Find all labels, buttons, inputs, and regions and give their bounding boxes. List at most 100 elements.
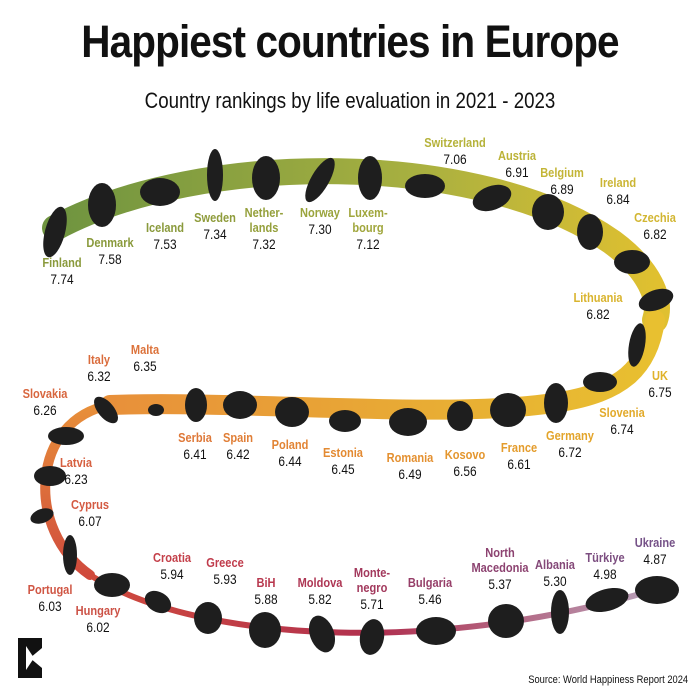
country-score: 6.23 bbox=[64, 471, 88, 487]
country-name: Serbia bbox=[178, 430, 212, 445]
country-silhouette-4 bbox=[207, 149, 223, 201]
country-label: Albania 5.30 bbox=[532, 557, 579, 589]
country-name: Austria bbox=[497, 148, 537, 163]
country-name: Italy bbox=[87, 352, 111, 367]
country-name: Sweden bbox=[194, 210, 236, 225]
country-label: Switzerland 7.06 bbox=[419, 135, 491, 167]
country-label: Ukraine 4.87 bbox=[631, 535, 679, 567]
country-score: 6.61 bbox=[507, 456, 531, 472]
country-label: Sweden 7.34 bbox=[190, 210, 239, 242]
country-label: Poland 6.44 bbox=[268, 437, 311, 469]
country-silhouette-40 bbox=[635, 576, 679, 604]
country-label: Lithuania 6.82 bbox=[569, 290, 627, 322]
country-score: 5.82 bbox=[308, 591, 332, 607]
country-name: Kosovo bbox=[444, 447, 486, 462]
country-score: 5.37 bbox=[488, 576, 512, 592]
country-silhouette-3 bbox=[140, 178, 180, 206]
chart-subtitle: Country rankings by life evaluation in 2… bbox=[144, 88, 556, 113]
country-silhouette-19 bbox=[389, 408, 427, 436]
country-silhouette-39 bbox=[585, 587, 629, 613]
country-label: Spain 6.42 bbox=[220, 430, 255, 462]
country-label: BiH 5.88 bbox=[252, 575, 279, 607]
country-label: Serbia 6.41 bbox=[175, 430, 215, 462]
country-label: Iceland 7.53 bbox=[143, 220, 188, 252]
country-silhouette-38 bbox=[551, 590, 569, 634]
country-name: France bbox=[500, 440, 538, 455]
country-silhouette-15 bbox=[583, 372, 617, 392]
country-label: Ireland 6.84 bbox=[597, 175, 640, 207]
country-label: Latvia 6.23 bbox=[57, 455, 95, 487]
country-score: 6.07 bbox=[78, 513, 102, 529]
country-name: Moldova bbox=[297, 575, 343, 590]
country-label: Belgium 6.89 bbox=[536, 165, 587, 197]
country-name: Ukraine bbox=[634, 535, 676, 550]
country-silhouette-23 bbox=[185, 388, 207, 422]
country-silhouette-9 bbox=[472, 184, 512, 212]
country-score: 6.03 bbox=[38, 598, 62, 614]
country-score: 6.35 bbox=[133, 358, 157, 374]
country-score: 4.87 bbox=[643, 551, 667, 567]
country-silhouette-20 bbox=[329, 410, 361, 432]
country-name: Poland bbox=[271, 437, 309, 452]
country-label: Greece 5.93 bbox=[203, 555, 247, 587]
country-silhouette-24 bbox=[148, 404, 164, 416]
country-name: Estonia bbox=[323, 445, 363, 460]
country-silhouette-18 bbox=[447, 401, 473, 431]
country-score: 6.49 bbox=[398, 466, 422, 482]
country-silhouette-5 bbox=[252, 156, 280, 200]
country-label: Italy 6.32 bbox=[85, 352, 112, 384]
country-silhouette-30 bbox=[94, 573, 130, 597]
country-score: 6.89 bbox=[550, 181, 574, 197]
country-label: Estonia 6.45 bbox=[320, 445, 367, 477]
country-score: 4.98 bbox=[593, 566, 617, 582]
country-name: Hungary bbox=[75, 603, 121, 618]
country-label: Germany 6.72 bbox=[542, 428, 598, 460]
country-score: 6.56 bbox=[453, 463, 477, 479]
country-score: 6.41 bbox=[183, 446, 207, 462]
country-label: Romania 6.49 bbox=[383, 450, 438, 482]
country-name: Denmark bbox=[86, 235, 134, 250]
country-score: 6.84 bbox=[606, 191, 630, 207]
country-score: 6.75 bbox=[648, 384, 672, 400]
country-score: 6.26 bbox=[33, 402, 57, 418]
country-name: Greece bbox=[206, 555, 244, 570]
country-name: Ireland bbox=[599, 175, 637, 190]
country-label: Hungary 6.02 bbox=[72, 603, 125, 635]
country-silhouette-6 bbox=[305, 157, 335, 203]
country-name: Croatia bbox=[152, 550, 192, 565]
country-score: 5.94 bbox=[160, 566, 184, 582]
country-name: Slovakia bbox=[22, 386, 68, 401]
country-silhouette-17 bbox=[490, 393, 526, 427]
country-label: Slovenia 6.74 bbox=[595, 405, 648, 437]
country-silhouette-22 bbox=[223, 391, 257, 419]
country-name: Finland bbox=[42, 255, 82, 270]
country-score: 7.06 bbox=[443, 151, 467, 167]
country-name: Slovenia bbox=[599, 405, 645, 420]
country-label: Austria 6.91 bbox=[495, 148, 540, 180]
country-name: Monte- negro bbox=[353, 565, 391, 595]
country-label: Denmark 7.58 bbox=[82, 235, 138, 267]
country-name: Romania bbox=[386, 450, 434, 465]
country-silhouette-36 bbox=[416, 617, 456, 645]
country-silhouette-31 bbox=[144, 590, 172, 614]
country-name: Iceland bbox=[145, 220, 185, 235]
country-score: 7.74 bbox=[50, 271, 74, 287]
country-label: Luxem- bourg 7.12 bbox=[345, 205, 391, 252]
country-silhouette-10 bbox=[532, 194, 564, 230]
country-label: UK 6.75 bbox=[646, 368, 673, 400]
country-score: 6.32 bbox=[87, 368, 111, 384]
country-silhouette-34 bbox=[308, 615, 336, 653]
country-name: Czechia bbox=[634, 210, 676, 225]
country-silhouette-8 bbox=[405, 174, 445, 198]
country-name: Spain bbox=[222, 430, 254, 445]
country-silhouette-29 bbox=[63, 535, 77, 575]
country-label: Monte- negro 5.71 bbox=[351, 565, 394, 612]
country-score: 7.12 bbox=[356, 236, 380, 252]
country-score: 6.44 bbox=[278, 453, 302, 469]
country-name: North Macedonia bbox=[471, 545, 529, 575]
country-name: Türkiye bbox=[585, 550, 625, 565]
country-score: 6.74 bbox=[610, 421, 634, 437]
country-name: Nether- lands bbox=[244, 205, 284, 235]
